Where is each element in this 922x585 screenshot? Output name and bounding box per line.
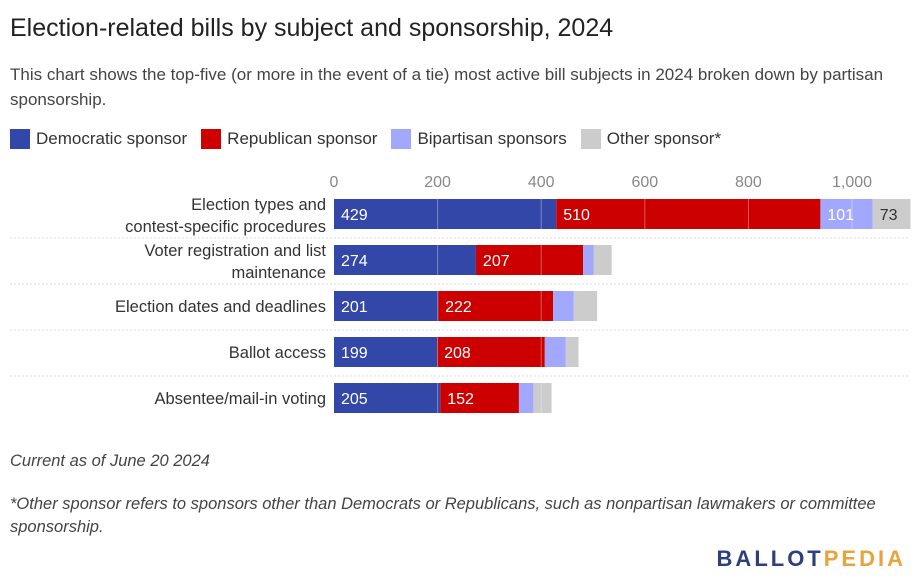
legend-swatch-other <box>580 129 601 149</box>
bar-democratic-sponsor-absentee-mail-in-voting <box>334 383 441 413</box>
logo-text-pedia: PEDIA <box>823 546 906 571</box>
data-label-democratic-sponsor-election-dates-and-deadlines: 201 <box>341 299 368 316</box>
category-label-election-dates-and-deadlines: Election dates and deadlines <box>115 298 326 316</box>
bar-bipartisan-sponsors-election-dates-and-deadlines <box>553 291 574 321</box>
x-tick-label-0: 0 <box>330 174 339 191</box>
legend-item-republican[interactable]: Republican sponsor <box>201 129 377 149</box>
legend-item-other[interactable]: Other sponsor* <box>580 129 722 149</box>
category-label-ballot-access: Ballot access <box>229 344 326 362</box>
legend-label-republican: Republican sponsor <box>227 129 378 148</box>
bar-republican-sponsor-absentee-mail-in-voting <box>440 383 519 413</box>
data-label-democratic-sponsor-voter-registration-and-list-maintenance: 274 <box>341 253 368 270</box>
bar-other-sponsor-ballot-access <box>565 337 579 367</box>
data-label-democratic-sponsor-election-types-and-contest-specific-procedures: 429 <box>341 207 368 224</box>
category-label-absentee-mail-in-voting: Absentee/mail-in voting <box>154 390 326 408</box>
legend-item-democratic[interactable]: Democratic sponsor <box>10 129 187 149</box>
stacked-bar-chart: 0 200 400 600 800 1,000 Election types and cont… <box>10 174 911 413</box>
data-label-democratic-sponsor-ballot-access: 199 <box>341 345 368 362</box>
bar-bipartisan-sponsors-ballot-access <box>544 337 566 367</box>
bar-bipartisan-sponsors-election-types-and-contest-specific-procedures <box>820 199 873 229</box>
ballotpedia-logo: BALLOTPEDIA <box>717 546 906 572</box>
legend-label-bipartisan: Bipartisan sponsors <box>417 129 567 148</box>
category-label-election-types-and-contest-specific-procedures: Election types and contest-specific proce… <box>125 196 326 236</box>
logo-text-ballot: BALLOT <box>716 546 824 571</box>
bar-republican-sponsor-election-dates-and-deadlines <box>438 291 554 321</box>
legend-label-other: Other sponsor* <box>606 129 722 148</box>
date-note: Current as of June 20 2024 <box>10 452 210 470</box>
legend-label-democratic: Democratic sponsor <box>36 129 188 148</box>
x-tick-label-800: 800 <box>735 174 762 191</box>
x-tick-label-400: 400 <box>528 174 555 191</box>
chart-title: Election-related bills by subject and sp… <box>10 14 614 42</box>
footnote: *Other sponsor refers to sponsors other … <box>10 495 876 536</box>
x-tick-label-1000: 1,000 <box>832 174 872 191</box>
data-label-republican-sponsor-voter-registration-and-list-maintenance: 207 <box>483 253 510 270</box>
data-label-republican-sponsor-absentee-mail-in-voting: 152 <box>447 391 474 408</box>
bar-bipartisan-sponsors-voter-registration-and-list-maintenance <box>583 245 594 275</box>
data-label-republican-sponsor-election-dates-and-deadlines: 222 <box>445 299 472 316</box>
bar-democratic-sponsor-ballot-access <box>334 337 438 367</box>
data-label-republican-sponsor-ballot-access: 208 <box>444 345 471 362</box>
legend-swatch-republican <box>201 129 222 149</box>
chart-subtitle: This chart shows the top-five (or more i… <box>10 65 884 109</box>
data-label-bipartisan-sponsors-election-types-and-contest-specific-procedures: 101 <box>827 207 854 224</box>
data-label-other-sponsor-election-types-and-contest-specific-procedures: 73 <box>880 207 898 224</box>
data-label-republican-sponsor-election-types-and-contest-specific-procedures: 510 <box>563 207 590 224</box>
bar-other-sponsor-absentee-mail-in-voting <box>533 383 552 413</box>
x-tick-label-600: 600 <box>631 174 658 191</box>
bar-other-sponsor-election-dates-and-deadlines <box>573 291 598 321</box>
bar-other-sponsor-voter-registration-and-list-maintenance <box>593 245 612 275</box>
bar-democratic-sponsor-election-types-and-contest-specific-procedures <box>334 199 557 229</box>
bar-other-sponsor-election-types-and-contest-specific-procedures <box>872 199 911 229</box>
legend-swatch-bipartisan <box>391 129 412 149</box>
bar-republican-sponsor-voter-registration-and-list-maintenance <box>475 245 584 275</box>
data-label-democratic-sponsor-absentee-mail-in-voting: 205 <box>341 391 368 408</box>
legend-swatch-democratic <box>10 129 30 149</box>
legend: Democratic sponsor Republican sponsor Bi… <box>10 129 735 149</box>
bar-democratic-sponsor-voter-registration-and-list-maintenance <box>334 245 476 275</box>
bar-democratic-sponsor-election-dates-and-deadlines <box>334 291 439 321</box>
bar-bipartisan-sponsors-absentee-mail-in-voting <box>518 383 534 413</box>
x-tick-label-200: 200 <box>424 174 451 191</box>
bar-republican-sponsor-ballot-access <box>437 337 545 367</box>
legend-item-bipartisan[interactable]: Bipartisan sponsors <box>391 129 567 149</box>
bar-republican-sponsor-election-types-and-contest-specific-procedures <box>556 199 821 229</box>
category-label-voter-registration-and-list-maintenance: Voter registration and list maintenance <box>144 242 326 282</box>
